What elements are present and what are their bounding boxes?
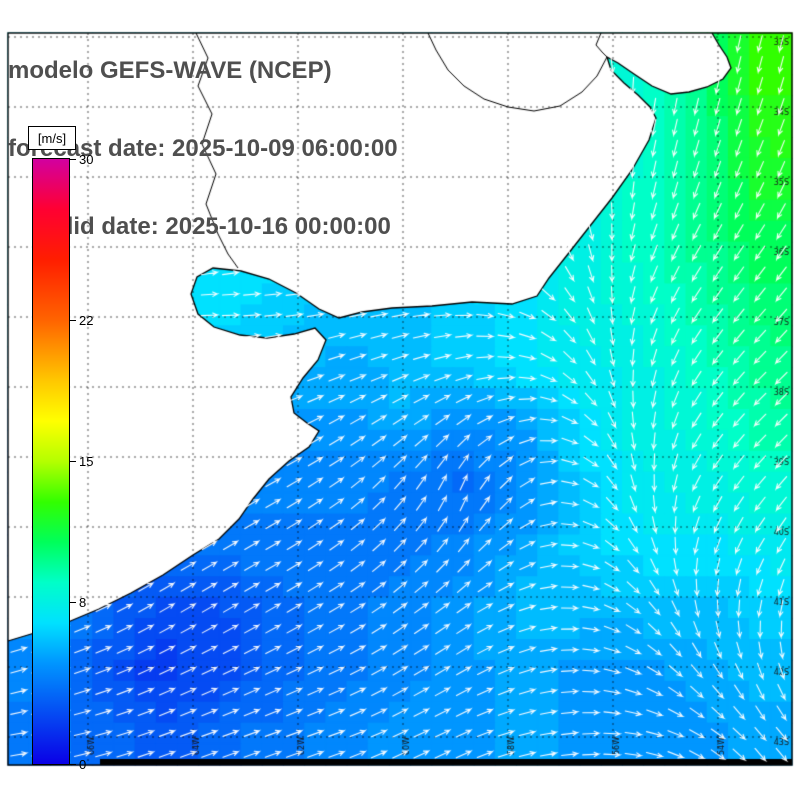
colorbar-units-label: [m/s] — [28, 126, 76, 150]
colorbar: [m/s] 30 22 15 8 0 — [28, 126, 138, 786]
model-title: modelo GEFS-WAVE (NCEP) — [8, 57, 332, 84]
colorbar-gradient — [32, 158, 70, 765]
